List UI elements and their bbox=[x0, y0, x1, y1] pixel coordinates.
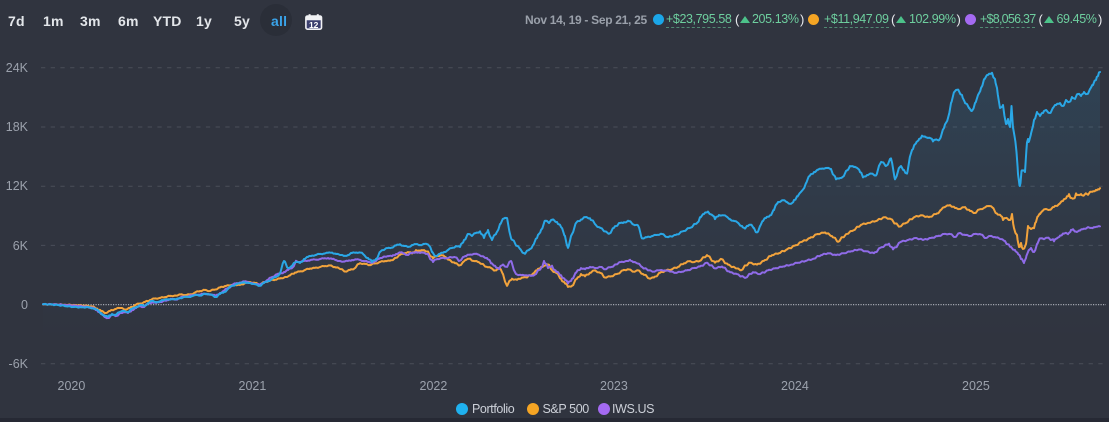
svg-text:12: 12 bbox=[309, 20, 319, 30]
